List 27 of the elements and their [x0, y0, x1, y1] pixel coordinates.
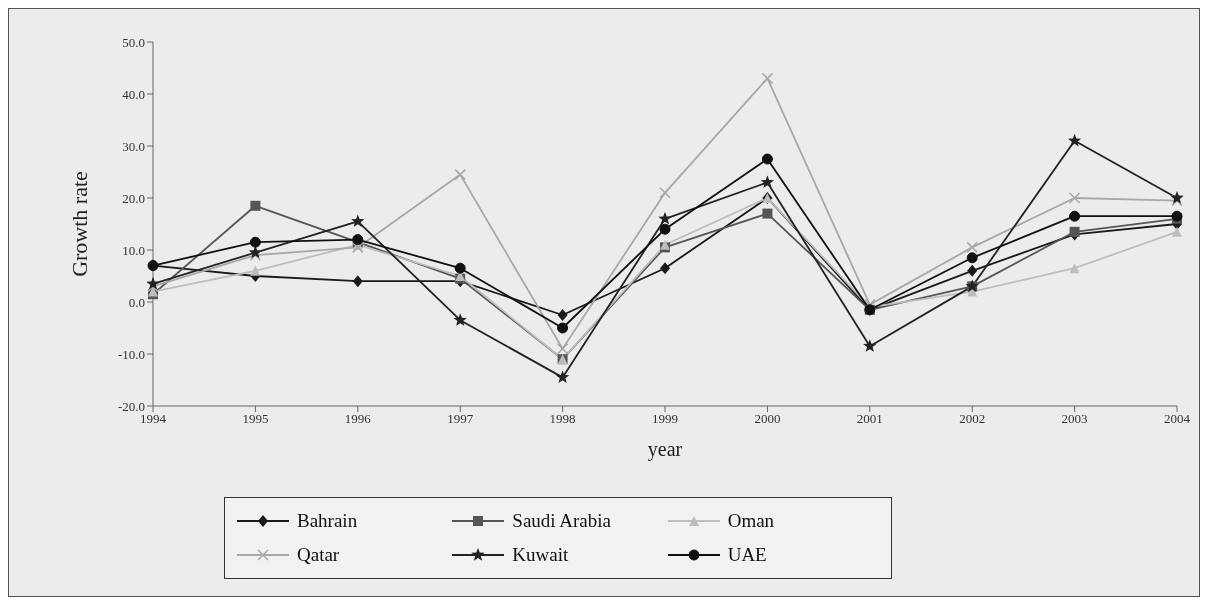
y-tick-label: 30.0 — [122, 138, 145, 154]
x-tick-label: 1995 — [242, 411, 269, 427]
legend-label: Bahrain — [297, 510, 358, 532]
x-tick-label: 1998 — [549, 411, 576, 427]
x-tick-label: 2003 — [1061, 411, 1088, 427]
x-tick-label: 1999 — [652, 411, 678, 427]
x-tick-label: 2000 — [754, 411, 781, 427]
x-tick-label: 2001 — [856, 411, 883, 427]
legend-label: Qatar — [297, 544, 340, 566]
y-tick-label: 20.0 — [122, 190, 145, 206]
y-tick-label: 50.0 — [122, 34, 145, 50]
y-axis-title: Growth rate — [66, 171, 92, 277]
x-tick-label: 2004 — [1164, 411, 1191, 427]
x-tick-label: 1994 — [140, 411, 167, 427]
y-tick-label: 40.0 — [122, 86, 145, 102]
y-tick-label: 10.0 — [122, 242, 145, 258]
x-tick-label: 2002 — [959, 411, 986, 427]
x-tick-label: 1996 — [344, 411, 372, 427]
legend-label: Oman — [727, 510, 775, 532]
x-tick-label: 1997 — [447, 411, 474, 427]
legend-label: Saudi Arabia — [512, 510, 612, 532]
legend-label: UAE — [727, 544, 767, 566]
y-tick-label: -20.0 — [117, 398, 145, 414]
legend-label: Kuwait — [512, 544, 569, 566]
y-tick-label: 0.0 — [128, 294, 145, 310]
x-axis-title: year — [647, 438, 683, 461]
y-tick-label: -10.0 — [117, 346, 145, 362]
